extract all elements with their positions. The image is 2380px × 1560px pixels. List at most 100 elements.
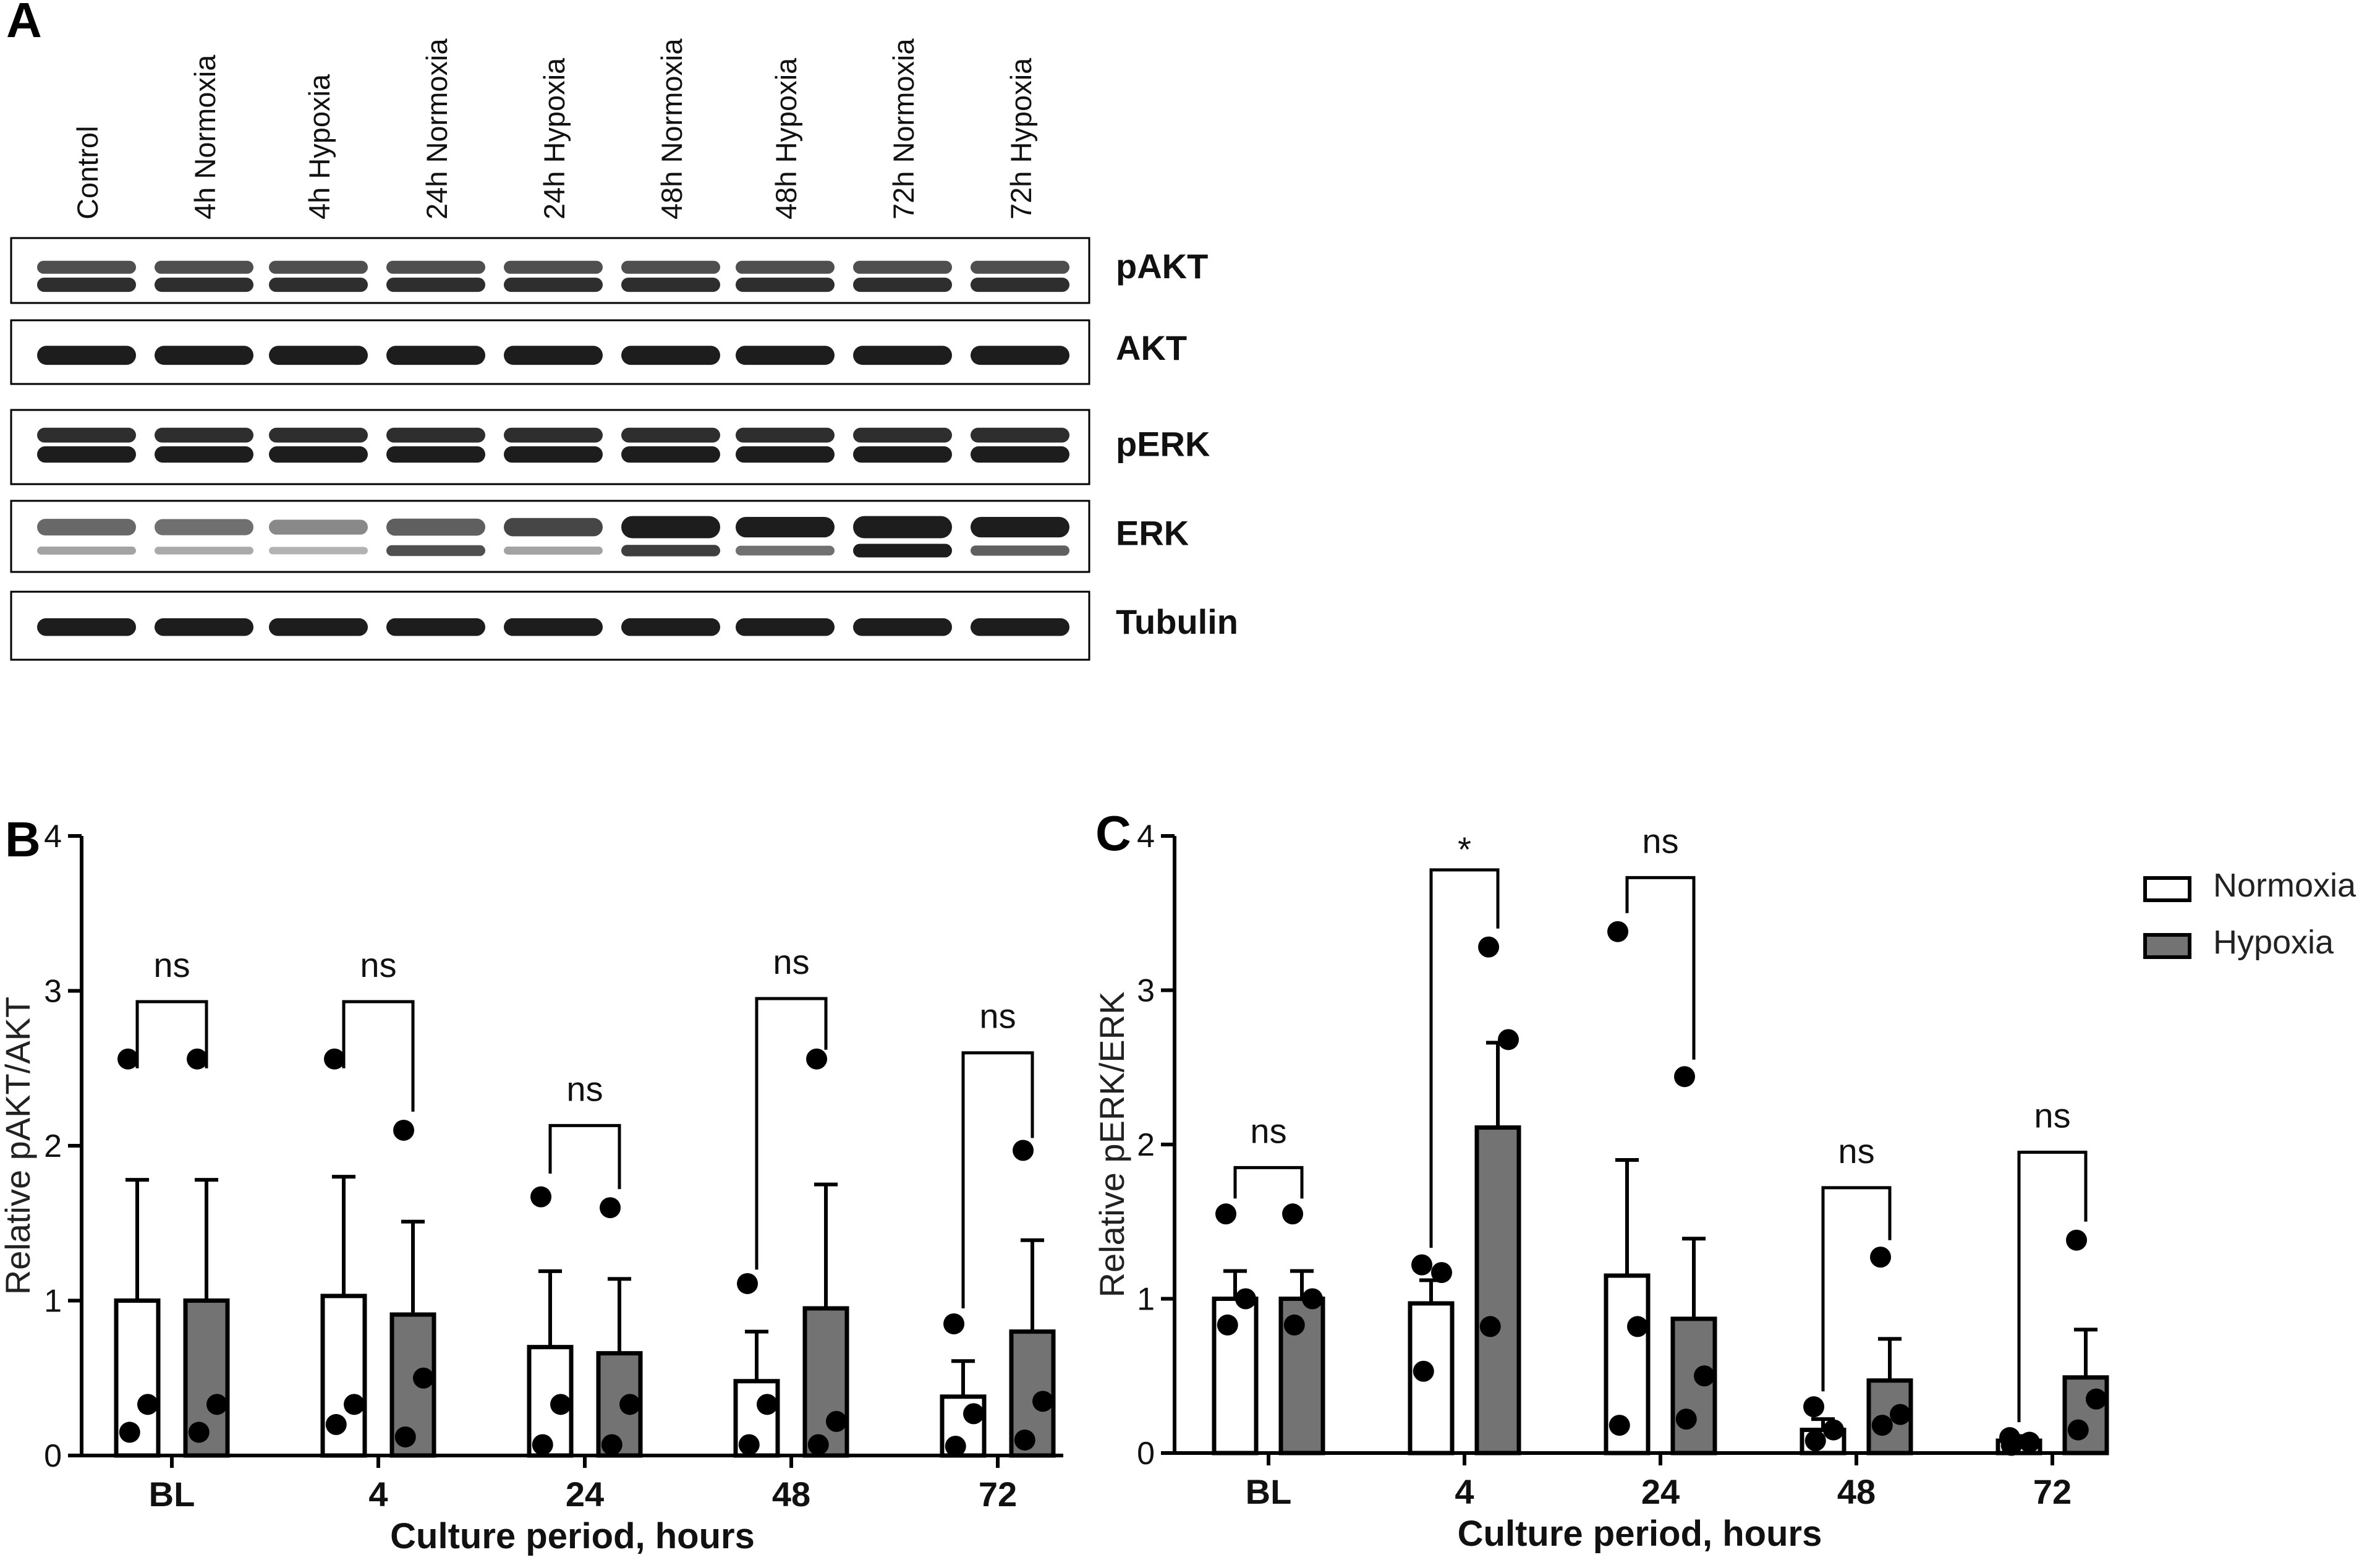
data-point xyxy=(737,1272,759,1294)
x-tick-label: 72 xyxy=(2033,1472,2072,1511)
significance-bracket xyxy=(548,1123,621,1190)
blot-band xyxy=(155,346,253,365)
blot-band xyxy=(853,543,952,558)
blot-band xyxy=(37,260,136,274)
legend-swatch xyxy=(2143,876,2191,902)
blot-band xyxy=(269,446,368,463)
blot-band xyxy=(386,545,485,556)
blot-band xyxy=(504,618,603,636)
blot-lane-label: 24h Normoxia xyxy=(420,38,453,220)
blot-band xyxy=(37,547,136,555)
significance-bracket xyxy=(755,997,828,1270)
blot-lane-label: 48h Normoxia xyxy=(655,38,688,220)
panel-label-c: C xyxy=(1095,806,1131,861)
blot-band xyxy=(971,516,1069,538)
blot-band xyxy=(736,545,835,556)
blot-band xyxy=(504,346,603,365)
blot-band xyxy=(386,260,485,274)
blot-band xyxy=(621,516,720,539)
blot-lane-labels: Control 4h Normoxia 4h Hypoxia 24h Normoxia… xyxy=(71,38,1037,220)
x-axis-title: Culture period, hours xyxy=(390,1516,755,1556)
blot-band xyxy=(504,518,603,537)
blot-band xyxy=(736,427,835,443)
significance-label: ns xyxy=(979,997,1016,1036)
blot-band xyxy=(853,346,952,365)
data-point xyxy=(1804,1430,1826,1452)
blot-band xyxy=(386,446,485,463)
data-point xyxy=(1607,921,1629,942)
significance-label: ns xyxy=(360,945,396,984)
chart-c: 0 1 2 3 4 Relative pERK/ERK Culture period, ho… xyxy=(1092,819,2357,1554)
significance-label: ns xyxy=(773,942,809,981)
y-tick-label: 3 xyxy=(1137,973,1155,1009)
blot-band xyxy=(971,278,1069,292)
blot-lane-label: 4h Normoxia xyxy=(189,54,221,220)
y-tick-label: 4 xyxy=(44,819,62,855)
legend: Normoxia Hypoxia xyxy=(2143,867,2357,961)
data-point xyxy=(137,1394,158,1415)
blot-band xyxy=(155,519,253,535)
blot-lane-label: 4h Hypoxia xyxy=(303,74,336,220)
data-point xyxy=(2066,1229,2088,1251)
blot-band xyxy=(155,278,253,292)
legend-swatch xyxy=(2143,933,2191,959)
data-point xyxy=(757,1394,778,1415)
data-point xyxy=(1871,1415,1893,1436)
blot-band xyxy=(853,516,952,539)
panel-label-a: A xyxy=(6,0,42,48)
data-point xyxy=(413,1367,434,1389)
blot-lane-label: 24h Hypoxia xyxy=(538,58,571,220)
data-point xyxy=(2067,1419,2089,1441)
blot-band xyxy=(621,618,720,636)
data-point xyxy=(945,1435,966,1457)
bar-hypoxia xyxy=(2062,1375,2109,1456)
significance-label: ns xyxy=(1838,1132,1874,1170)
blot-band xyxy=(386,518,485,536)
y-tick-label: 0 xyxy=(1137,1436,1155,1472)
data-point xyxy=(963,1403,984,1425)
data-point xyxy=(1498,1029,1519,1051)
blot-band xyxy=(853,427,952,443)
blot-protein-label: pAKT xyxy=(1116,247,1208,286)
data-point xyxy=(1627,1316,1648,1337)
significance-label: ns xyxy=(2034,1096,2070,1135)
data-point xyxy=(1823,1419,1844,1441)
blot-protein-label: Tubulin xyxy=(1116,602,1238,641)
blot-band xyxy=(504,260,603,274)
blot-band xyxy=(971,446,1069,463)
blot-band xyxy=(269,278,368,292)
data-point xyxy=(1302,1288,1323,1310)
blot-band xyxy=(504,547,603,555)
blot-band xyxy=(269,427,368,443)
data-point xyxy=(1478,936,1500,958)
x-tick-label: 72 xyxy=(979,1475,1017,1514)
y-tick-label: 0 xyxy=(44,1438,62,1474)
blot-protein-label: AKT xyxy=(1116,328,1187,367)
blot-band xyxy=(504,446,603,463)
x-axis-title: Culture period, hours xyxy=(1458,1514,1822,1554)
blot-band xyxy=(736,446,835,463)
y-tick-label: 1 xyxy=(44,1284,62,1319)
blot-band xyxy=(504,278,603,292)
data-point xyxy=(344,1394,365,1415)
blot-band xyxy=(853,446,952,463)
blot-band xyxy=(971,346,1069,365)
x-tick-label: 24 xyxy=(1641,1472,1680,1511)
blot-band xyxy=(37,427,136,443)
blot-band xyxy=(155,618,253,636)
x-tick-label: BL xyxy=(1246,1472,1292,1511)
blot-lane-label: 72h Hypoxia xyxy=(1005,58,1037,220)
y-axis-title: Relative pAKT/AKT xyxy=(0,997,37,1295)
y-tick-label: 3 xyxy=(44,974,62,1010)
y-tick-label: 4 xyxy=(1137,819,1155,855)
x-tick-label: 48 xyxy=(1837,1472,1876,1511)
blot-band xyxy=(386,427,485,443)
data-point xyxy=(943,1313,965,1335)
significance-label: ns xyxy=(153,945,190,984)
significance-label: ns xyxy=(1642,821,1678,860)
blot-band xyxy=(386,278,485,292)
bar-hypoxia xyxy=(802,1306,849,1458)
data-point xyxy=(206,1394,227,1415)
x-tick-label: 4 xyxy=(1455,1472,1474,1511)
data-point xyxy=(1413,1360,1434,1382)
